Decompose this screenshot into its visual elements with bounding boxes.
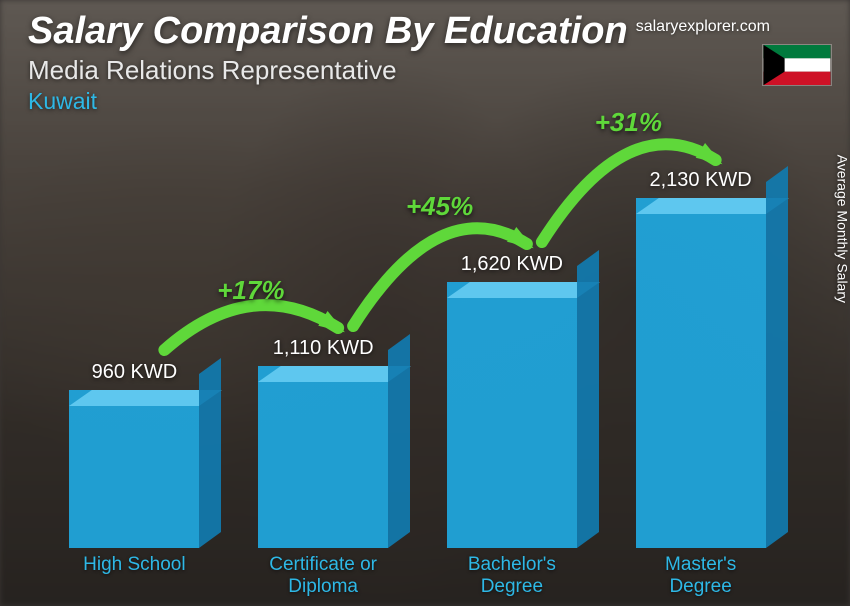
bar-0: 960 KWD High School xyxy=(44,361,224,598)
bar-front-face xyxy=(447,282,577,548)
bar-value-label: 1,620 KWD xyxy=(461,253,563,276)
bar-front-face xyxy=(69,390,199,548)
bar-3d xyxy=(447,282,577,548)
bar-side-face xyxy=(577,250,599,548)
flag-icon xyxy=(762,44,832,86)
chart-subtitle-country: Kuwait xyxy=(28,88,830,115)
chart-subtitle-role: Media Relations Representative xyxy=(28,55,830,86)
increase-pct-label: +45% xyxy=(406,191,473,222)
bar-category-label: Master'sDegree xyxy=(665,554,736,598)
y-axis-label: Average Monthly Salary xyxy=(834,155,850,303)
bar-3d xyxy=(258,366,388,548)
bar-value-label: 1,110 KWD xyxy=(273,337,374,360)
bar-1: 1,110 KWD Certificate orDiploma xyxy=(233,337,413,598)
bar-side-face xyxy=(766,166,788,548)
bar-3d xyxy=(69,390,199,548)
bar-category-label: Bachelor'sDegree xyxy=(468,554,556,598)
bar-chart: 960 KWD High School 1,110 KWD Certificate o… xyxy=(40,158,795,598)
increase-pct-label: +17% xyxy=(217,275,284,306)
bar-category-label: Certificate orDiploma xyxy=(269,554,377,598)
bar-side-face xyxy=(388,334,410,548)
bar-category-label: High School xyxy=(83,554,185,598)
bar-value-label: 960 KWD xyxy=(92,361,178,384)
bar-side-face xyxy=(199,358,221,548)
bar-front-face xyxy=(258,366,388,548)
bar-front-face xyxy=(636,198,766,548)
bar-2: 1,620 KWD Bachelor'sDegree xyxy=(422,253,602,598)
bar-3: 2,130 KWD Master'sDegree xyxy=(611,169,791,598)
source-attribution: salaryexplorer.com xyxy=(636,18,770,36)
bar-3d xyxy=(636,198,766,548)
bar-value-label: 2,130 KWD xyxy=(649,169,751,192)
